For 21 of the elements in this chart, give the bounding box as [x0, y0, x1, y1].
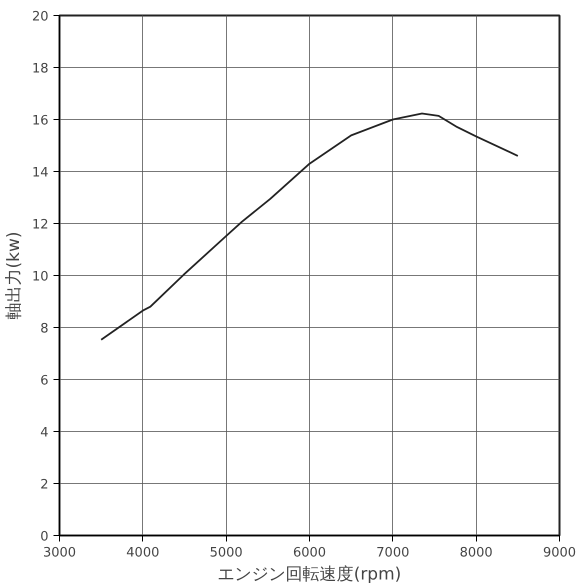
line-series	[100, 112, 519, 341]
y-axis-title: 軸出力(kw)	[4, 231, 24, 320]
y-tick-label: 10	[32, 270, 49, 284]
x-tick-label: 8000	[460, 546, 493, 560]
y-tick-label: 8	[40, 322, 49, 336]
x-tick-label: 3000	[42, 546, 76, 560]
y-tick-label: 2	[40, 478, 49, 492]
y-tick-label: 12	[32, 218, 49, 232]
y-tick-label: 0	[40, 530, 49, 544]
x-tick-label: 7000	[376, 546, 410, 560]
y-tick-label: 16	[32, 114, 49, 128]
y-tick-label: 14	[32, 166, 49, 180]
x-tick-label: 9000	[542, 546, 576, 560]
x-tick-label: 4000	[126, 546, 160, 560]
y-tick-label: 6	[40, 374, 49, 388]
y-tick-label: 4	[40, 426, 49, 440]
x-tick-label: 5000	[210, 546, 243, 560]
y-tick-label: 20	[32, 10, 49, 24]
y-tick-label: 18	[32, 62, 49, 76]
x-axis-title: エンジン回転速度(rpm)	[218, 564, 402, 584]
x-tick-label: 6000	[292, 546, 326, 560]
